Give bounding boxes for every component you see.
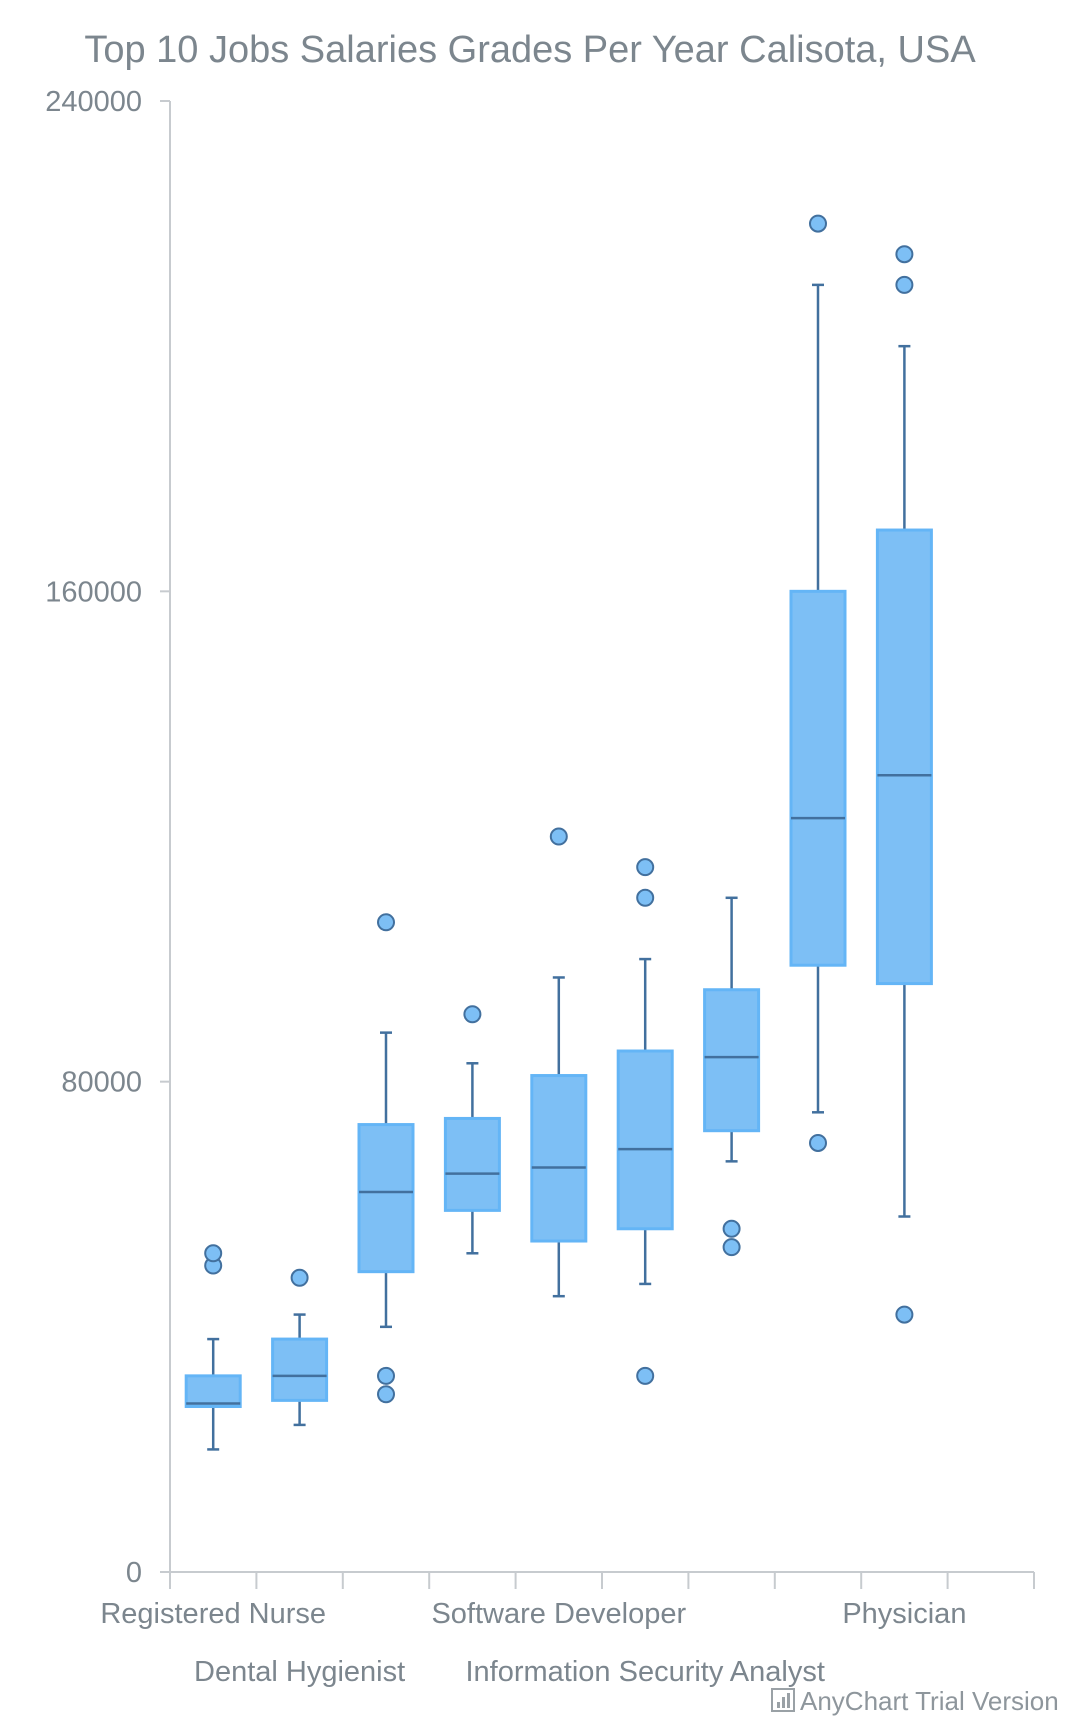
outlier-point: [377, 1366, 395, 1385]
box-iqr: [443, 1116, 501, 1212]
outlier-point: [290, 1268, 309, 1287]
box-iqr: [530, 1074, 588, 1243]
credit-text[interactable]: AnyChart Trial Version: [800, 1686, 1059, 1716]
outlier-point: [377, 913, 395, 932]
box-iqr: [789, 589, 847, 967]
y-axis: 0 80000 160000 240000: [45, 86, 171, 1589]
x-tick-label: Physician: [842, 1598, 966, 1630]
y-tick-label: 80000: [61, 1067, 142, 1099]
y-tick-label: 240000: [45, 86, 142, 118]
credit[interactable]: AnyChart Trial Version: [771, 1686, 1059, 1716]
x-tick-label: Dental Hygienist: [194, 1656, 405, 1688]
outlier-point: [636, 858, 655, 877]
outlier-point: [895, 275, 914, 294]
outlier-point: [204, 1244, 223, 1263]
outlier-point: [636, 888, 655, 907]
outlier-point: [809, 1133, 827, 1152]
box-item: [616, 858, 674, 1385]
x-tick-label: Information Security Analyst: [465, 1656, 824, 1688]
box-iqr: [703, 988, 761, 1133]
outlier-point: [549, 827, 568, 846]
outlier-point: [895, 245, 914, 264]
box-iqr: [271, 1337, 329, 1402]
box-item: [789, 214, 847, 1152]
x-axis-labels: Registered Nurse Dental Hygienist Software…: [100, 1598, 966, 1688]
outlier-point: [463, 1005, 482, 1024]
box-item: [357, 913, 415, 1404]
y-tick-label: 160000: [45, 576, 142, 608]
outlier-point: [722, 1219, 741, 1238]
box-item: [184, 1244, 242, 1451]
box-item: [530, 827, 588, 1298]
box-iqr: [616, 1049, 674, 1231]
outlier-point: [722, 1238, 741, 1257]
x-axis: [169, 1571, 1035, 1589]
box-iqr: [184, 1374, 242, 1409]
box-series: [184, 214, 933, 1451]
x-tick-label: Registered Nurse: [100, 1598, 326, 1630]
box-item: [271, 1268, 329, 1427]
bar-chart-icon: [771, 1688, 795, 1712]
outlier-point: [377, 1385, 395, 1404]
box-iqr: [357, 1123, 415, 1274]
box-iqr: [875, 528, 933, 986]
outlier-point: [636, 1366, 655, 1385]
outlier-point: [895, 1305, 914, 1324]
box-item: [443, 1005, 501, 1255]
chart-title: Top 10 Jobs Salaries Grades Per Year Cal…: [84, 29, 976, 71]
y-tick-label: 0: [126, 1557, 142, 1589]
box-item: [703, 896, 761, 1257]
outlier-point: [809, 214, 827, 233]
box-item: [875, 245, 933, 1324]
x-tick-label: Software Developer: [431, 1598, 686, 1630]
